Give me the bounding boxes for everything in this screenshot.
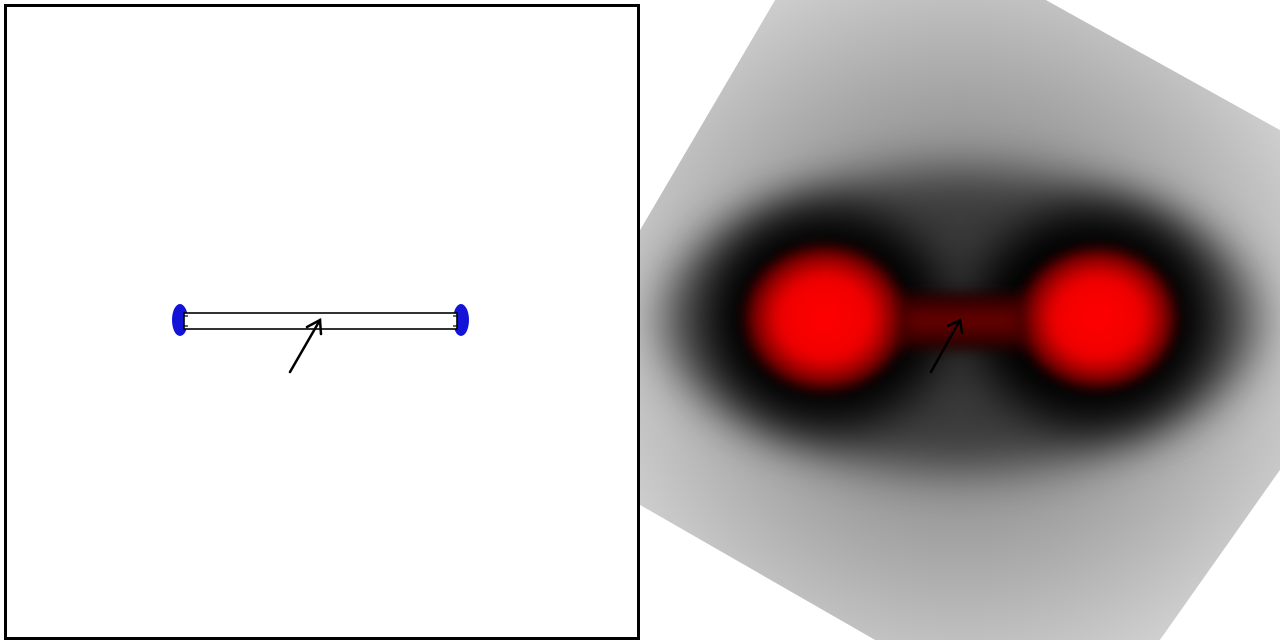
rotated-field-region	[640, 0, 1280, 640]
right-red-lobe	[1018, 246, 1178, 390]
right-arrow-icon	[929, 318, 964, 374]
left-arrow-icon	[288, 317, 323, 374]
left-red-lobe	[743, 244, 907, 392]
rod-end-marks	[184, 315, 457, 327]
